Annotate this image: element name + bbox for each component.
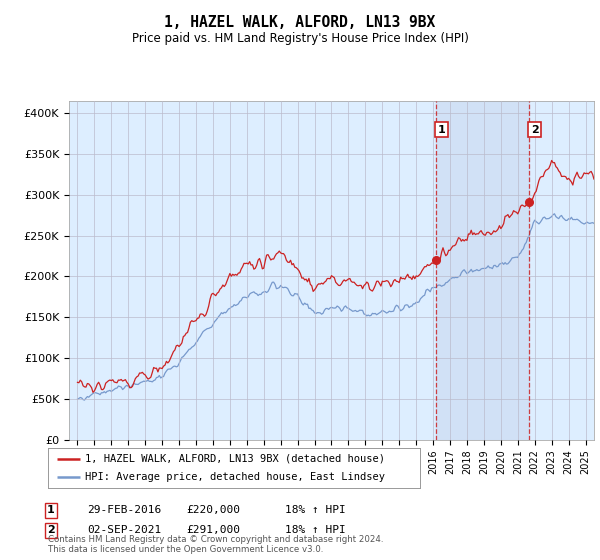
Text: 18% ↑ HPI: 18% ↑ HPI	[285, 525, 346, 535]
Text: 2: 2	[47, 525, 55, 535]
Text: Price paid vs. HM Land Registry's House Price Index (HPI): Price paid vs. HM Land Registry's House …	[131, 31, 469, 45]
Text: 1: 1	[47, 505, 55, 515]
Text: 29-FEB-2016: 29-FEB-2016	[87, 505, 161, 515]
Text: 1: 1	[437, 124, 445, 134]
Bar	[436, 101, 529, 440]
Text: 18% ↑ HPI: 18% ↑ HPI	[285, 505, 346, 515]
Text: Contains HM Land Registry data © Crown copyright and database right 2024.
This d: Contains HM Land Registry data © Crown c…	[48, 535, 383, 554]
Text: £220,000: £220,000	[186, 505, 240, 515]
Text: 02-SEP-2021: 02-SEP-2021	[87, 525, 161, 535]
Text: 2: 2	[531, 124, 539, 134]
Text: 1, HAZEL WALK, ALFORD, LN13 9BX (detached house): 1, HAZEL WALK, ALFORD, LN13 9BX (detache…	[85, 454, 385, 464]
Text: 1, HAZEL WALK, ALFORD, LN13 9BX: 1, HAZEL WALK, ALFORD, LN13 9BX	[164, 15, 436, 30]
Text: HPI: Average price, detached house, East Lindsey: HPI: Average price, detached house, East…	[85, 473, 385, 482]
Text: £291,000: £291,000	[186, 525, 240, 535]
